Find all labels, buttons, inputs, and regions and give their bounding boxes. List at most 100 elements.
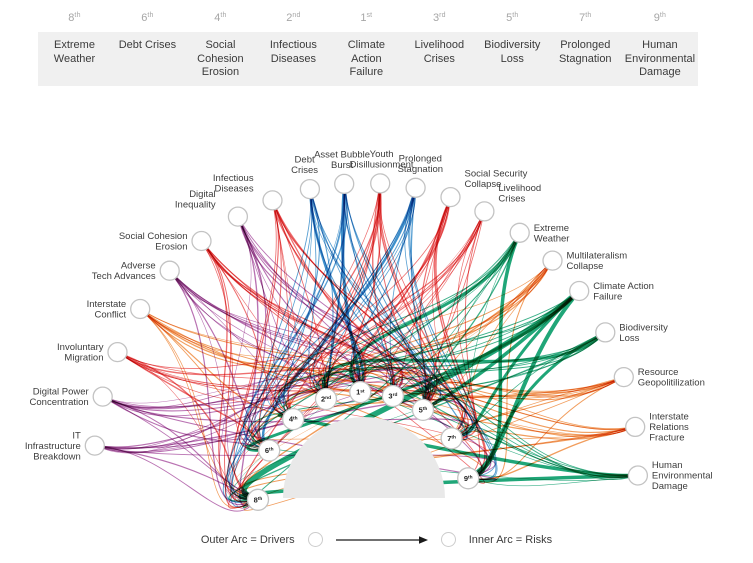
- driver-node-infectious-diseases: Infectious Diseases: [213, 173, 283, 211]
- link-web: [103, 192, 629, 512]
- risk-node-circle: [381, 384, 405, 408]
- rank-label: Biodiversity Loss: [475, 32, 549, 86]
- driver-label: Extreme Weather: [534, 223, 570, 245]
- driver-node-circle: [542, 250, 563, 271]
- rank-label: Prolonged Stagnation: [548, 32, 622, 86]
- driver-node-biodiversity-loss: Biodiversity Loss: [595, 322, 668, 344]
- rank-column-social-cohesion-erosion: 4th Social Cohesion Erosion: [183, 6, 257, 86]
- driver-label: IT Infrastructure Breakdown: [25, 430, 81, 462]
- rank-label: Human Environmental Damage: [621, 32, 699, 86]
- driver-node-circle: [509, 222, 530, 243]
- driver-node-circle: [474, 201, 495, 222]
- driver-label: Adverse Tech Advances: [92, 261, 156, 283]
- rank-column-climate-action-failure: 1st Climate Action Failure: [329, 6, 403, 86]
- risk-rank-label: 3rd: [388, 392, 397, 401]
- risk-node-livelihood-crises: 3rd: [381, 384, 405, 408]
- risk-node-infectious-diseases: 2nd: [314, 387, 338, 411]
- driver-node-involuntary-migration: Involuntary Migration: [57, 341, 128, 364]
- driver-node-circle: [627, 465, 649, 486]
- center-semicircle: [283, 417, 445, 498]
- rank-header: 8th Extreme Weather 6th Debt Crises 4th Socia…: [38, 6, 699, 86]
- risk-node-circle: [246, 488, 270, 511]
- driver-node-circle: [92, 386, 113, 407]
- driver-node-circle: [107, 341, 128, 363]
- driver-label: Involuntary Migration: [57, 342, 104, 364]
- risk-node-circle: [349, 380, 372, 404]
- rank-column-livelihood-crises: 3rd Livelihood Crises: [402, 6, 476, 86]
- risk-rank-label: 4th: [289, 415, 298, 424]
- rank-label: Livelihood Crises: [402, 32, 476, 86]
- rank-ordinal: 2nd: [286, 12, 301, 24]
- driver-label: Human Environmental Damage: [652, 460, 713, 492]
- rank-ordinal: 3rd: [432, 12, 446, 24]
- risk-node-climate-action-failure: 1st: [349, 380, 372, 404]
- driver-node-circle: [334, 173, 355, 195]
- driver-label: Digital Inequality: [175, 189, 216, 211]
- risk-node-debt-crises: 6th: [258, 439, 281, 462]
- risk-node-circle: [282, 407, 305, 431]
- driver-node-climate-action-failure: Climate Action Failure: [569, 280, 654, 303]
- driver-label: Biodiversity Loss: [619, 322, 668, 344]
- risk-rank-label: 7th: [447, 434, 456, 443]
- rank-label: Extreme Weather: [38, 32, 111, 86]
- driver-label: Multilateralism Collapse: [567, 251, 628, 273]
- rank-column-infectious-diseases: 2nd Infectious Diseases: [256, 6, 330, 86]
- arrow-icon: [335, 535, 428, 544]
- rank-ordinal: 5th: [506, 12, 519, 24]
- driver-node-circle: [613, 366, 634, 388]
- driver-label: Social Security Collapse: [465, 169, 528, 191]
- driver-node-debt-crises: Debt Crises: [291, 155, 321, 200]
- driver-label: Digital Power Concentration: [30, 387, 89, 409]
- driver-label: Infectious Diseases: [213, 173, 254, 195]
- rank-ordinal: 4th: [214, 12, 227, 24]
- rank-column-extreme-weather: 8th Extreme Weather: [38, 6, 111, 86]
- driver-node-it-infrastructure-breakdown: IT Infrastructure Breakdown: [25, 430, 105, 462]
- driver-node-circle: [595, 322, 616, 343]
- legend-outer-label: Outer Arc = Drivers: [200, 533, 295, 546]
- rank-ordinal: 1st: [360, 12, 373, 24]
- driver-label: Climate Action Failure: [593, 281, 654, 303]
- driver-node-digital-inequality: Digital Inequality: [175, 189, 249, 227]
- driver-node-digital-power-concentration: Digital Power Concentration: [30, 386, 113, 409]
- outer-arc-node-icon: [307, 532, 323, 547]
- risk-rank-label: 9th: [464, 474, 473, 483]
- driver-node-livelihood-crises: Livelihood Crises: [474, 183, 541, 222]
- rank-column-debt-crises: 6th Debt Crises: [110, 6, 184, 86]
- driver-label: Livelihood Crises: [498, 183, 541, 205]
- driver-node-social-cohesion-erosion: Social Cohesion Erosion: [119, 230, 212, 253]
- driver-label: Prolonged Stagnation: [398, 153, 443, 175]
- driver-node-asset-bubble-burst: Asset Bubble Burst: [314, 149, 370, 195]
- rank-label: Infectious Diseases: [256, 32, 330, 86]
- driver-node-youth-disillusionment: Youth Disillusionment: [350, 149, 414, 194]
- driver-label: Debt Crises: [291, 155, 318, 177]
- rank-column-prolonged-stagnation: 7th Prolonged Stagnation: [548, 6, 622, 86]
- rank-label: Climate Action Failure: [329, 32, 403, 86]
- rank-column-biodiversity-loss: 5th Biodiversity Loss: [475, 6, 549, 86]
- driver-label: Social Cohesion Erosion: [119, 231, 188, 253]
- driver-node-circle: [440, 186, 461, 208]
- rank-ordinal: 6th: [141, 12, 154, 24]
- driver-node-circle: [299, 178, 321, 200]
- risk-node-circle: [457, 467, 480, 490]
- driver-label: Resource Geopolitilization: [638, 367, 705, 389]
- driver-node-circle: [262, 190, 283, 211]
- rank-ordinal: 8th: [68, 12, 81, 24]
- driver-node-extreme-weather: Extreme Weather: [509, 222, 570, 245]
- legend: Outer Arc = Drivers Inner Arc = Risks: [0, 532, 753, 547]
- driver-node-prolonged-stagnation: Prolonged Stagnation: [398, 153, 443, 198]
- driver-node-interstate-conflict: Interstate Conflict: [87, 298, 151, 321]
- driver-node-circle: [191, 230, 212, 252]
- driver-node-adverse-tech-advances: Adverse Tech Advances: [92, 260, 180, 283]
- rank-ordinal: 9th: [653, 12, 667, 24]
- driver-node-circle: [370, 173, 391, 194]
- rank-label: Social Cohesion Erosion: [183, 32, 257, 86]
- driver-label: Youth Disillusionment: [350, 149, 414, 171]
- risk-node-circle: [258, 439, 281, 462]
- risk-node-circle: [440, 427, 463, 450]
- driver-label: Interstate Conflict: [87, 299, 127, 321]
- risk-node-extreme-weather: 8th: [246, 488, 270, 511]
- driver-node-human-environmental-damage: Human Environmental Damage: [627, 460, 713, 492]
- risk-node-human-environmental-damage: 9th: [457, 467, 480, 490]
